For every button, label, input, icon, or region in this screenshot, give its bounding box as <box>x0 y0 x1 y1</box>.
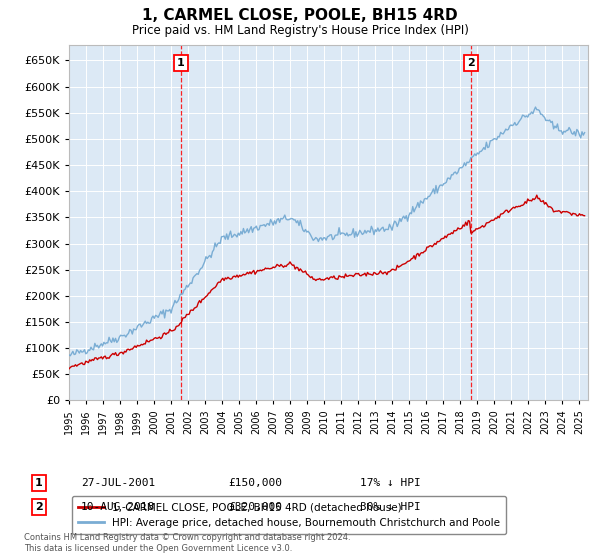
Legend: 1, CARMEL CLOSE, POOLE, BH15 4RD (detached house), HPI: Average price, detached : 1, CARMEL CLOSE, POOLE, BH15 4RD (detach… <box>71 496 506 534</box>
Text: 27-JUL-2001: 27-JUL-2001 <box>81 478 155 488</box>
Text: 17% ↓ HPI: 17% ↓ HPI <box>360 478 421 488</box>
Text: £320,000: £320,000 <box>228 502 282 512</box>
Text: £150,000: £150,000 <box>228 478 282 488</box>
Text: Price paid vs. HM Land Registry's House Price Index (HPI): Price paid vs. HM Land Registry's House … <box>131 24 469 36</box>
Text: 30% ↓ HPI: 30% ↓ HPI <box>360 502 421 512</box>
Text: 2: 2 <box>35 502 43 512</box>
Text: 10-AUG-2018: 10-AUG-2018 <box>81 502 155 512</box>
Text: 2: 2 <box>467 58 475 68</box>
Text: 1: 1 <box>35 478 43 488</box>
Text: 1: 1 <box>177 58 185 68</box>
Text: Contains HM Land Registry data © Crown copyright and database right 2024.
This d: Contains HM Land Registry data © Crown c… <box>24 533 350 553</box>
Text: 1, CARMEL CLOSE, POOLE, BH15 4RD: 1, CARMEL CLOSE, POOLE, BH15 4RD <box>142 8 458 24</box>
